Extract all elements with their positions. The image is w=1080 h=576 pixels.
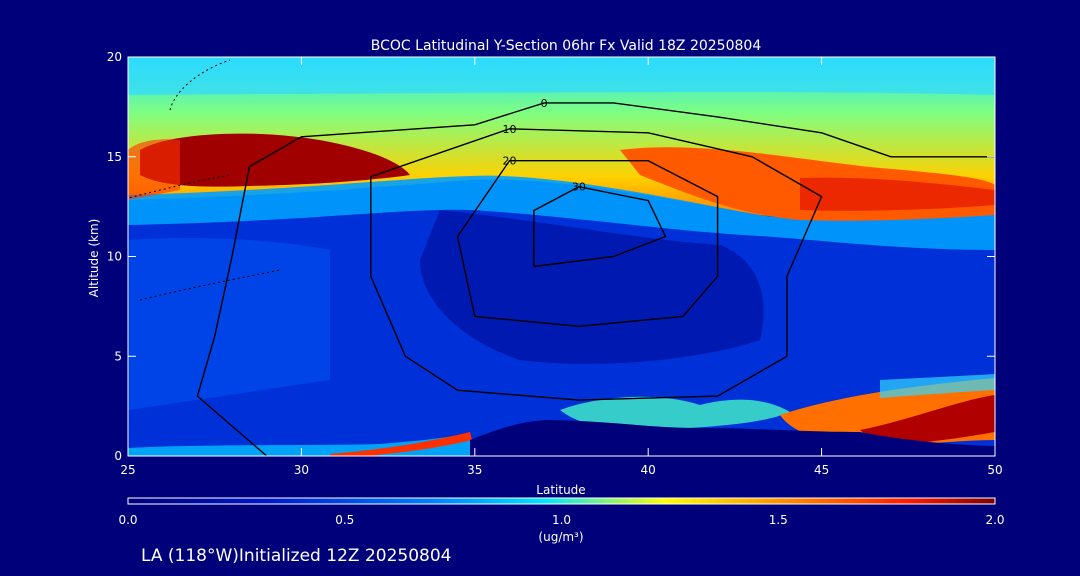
colorbar-tick-label: 1.5: [769, 513, 788, 527]
contour-label: 30: [572, 181, 586, 194]
mid-dark-zone: [420, 210, 764, 364]
chart-title: BCOC Latitudinal Y-Section 06hr Fx Valid…: [371, 38, 762, 54]
concentration-field: 0 10 20 30: [128, 57, 995, 456]
x-tick-label: 35: [467, 463, 482, 477]
west-mid-zone: [128, 238, 330, 410]
high-core-west-edge: [128, 139, 180, 200]
y-axis: 0 5 10 15 20: [107, 50, 995, 463]
colorbar-tick-label: 0.5: [335, 513, 354, 527]
colorbar: 0.0 0.5 1.0 1.5 2.0 (ug/m³): [118, 497, 1005, 544]
colorbar-unit: (ug/m³): [538, 530, 583, 544]
low-layer-east-top: [880, 374, 995, 398]
contour-label: 10: [502, 123, 516, 136]
y-tick-label: 10: [107, 250, 122, 264]
x-axis-label: Latitude: [536, 483, 585, 497]
x-tick-label: 40: [641, 463, 656, 477]
colorbar-ticks: 0.0 0.5 1.0 1.5 2.0: [118, 513, 1004, 527]
footer-caption: LA (118°W)Initialized 12Z 20250804: [141, 546, 451, 566]
x-tick-label: 30: [294, 463, 309, 477]
colorbar-tick-label: 1.0: [552, 513, 571, 527]
contour-label: 0: [541, 97, 548, 110]
x-axis: 25 30 35 40 45 50: [120, 57, 1003, 477]
upper-cyan-band: [128, 57, 995, 95]
y-tick-label: 20: [107, 50, 122, 64]
x-tick-label: 25: [120, 463, 135, 477]
low-cyan-puff: [560, 396, 790, 430]
contour-label: 20: [502, 155, 516, 168]
high-core-west-shape: [140, 133, 410, 187]
y-axis-label: Altitude (km): [87, 219, 101, 298]
contour-line: [456, 159, 719, 328]
contour-line: [196, 102, 995, 456]
surface-red-streak: [330, 432, 472, 456]
dotted-contours: [128, 59, 281, 301]
high-core-east-center: [800, 177, 995, 211]
colorbar-gradient: [127, 497, 996, 505]
contour-lines: 0 10 20 30: [196, 97, 995, 456]
colorbar-tick-label: 2.0: [985, 513, 1004, 527]
transition-band: [128, 175, 995, 250]
y-tick-label: 0: [114, 449, 122, 463]
terrain-mask: [470, 420, 995, 456]
y-tick-label: 5: [114, 349, 122, 363]
y-tick-label: 15: [107, 150, 122, 164]
x-tick-label: 45: [814, 463, 829, 477]
contour-line: [533, 185, 667, 268]
contour-line: [370, 128, 823, 401]
colorbar-tick-label: 0.0: [118, 513, 137, 527]
low-layer-east-core: [860, 395, 995, 446]
x-tick-label: 50: [987, 463, 1002, 477]
